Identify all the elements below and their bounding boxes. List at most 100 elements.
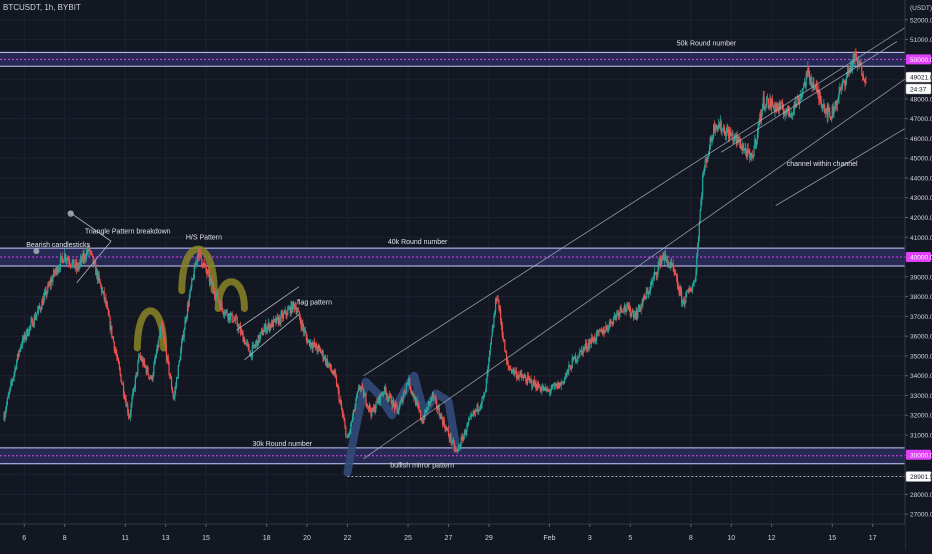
- candle-body: [657, 265, 659, 275]
- candle-body: [691, 288, 693, 292]
- candle-body: [444, 426, 446, 431]
- candle-body: [55, 267, 57, 272]
- candle-body: [382, 392, 384, 395]
- candle-body: [205, 265, 207, 271]
- candle-body: [795, 105, 797, 107]
- candle-body: [325, 359, 328, 364]
- candle-body: [753, 147, 755, 157]
- candle-body: [737, 135, 739, 143]
- candle-body: [776, 104, 778, 109]
- candle-body: [11, 382, 13, 383]
- candle-body: [10, 382, 12, 388]
- candle-body: [286, 314, 288, 316]
- price-tick-label: 39000.0: [910, 274, 932, 281]
- candle-body: [585, 343, 588, 349]
- candle-body: [246, 342, 248, 344]
- candle-body: [865, 81, 867, 83]
- candle-body: [681, 291, 683, 303]
- candle-body: [424, 410, 426, 420]
- candle-body: [750, 153, 752, 158]
- candle-body: [314, 343, 317, 347]
- candle-body: [388, 394, 391, 398]
- candle-body: [559, 382, 562, 386]
- candle-body: [595, 340, 597, 341]
- candle-body: [27, 333, 30, 336]
- candle-body: [495, 299, 498, 301]
- candle-body: [301, 322, 303, 328]
- candle-body: [473, 411, 476, 413]
- candle-body: [194, 265, 196, 267]
- candle-body: [393, 400, 395, 404]
- candle-body: [415, 400, 418, 406]
- candle-body: [70, 265, 72, 267]
- candle-body: [277, 317, 280, 325]
- price-tag: [906, 54, 931, 65]
- candle-body: [653, 275, 655, 279]
- candle-body: [549, 391, 551, 393]
- candle-body: [614, 315, 616, 317]
- candle-body: [14, 367, 16, 373]
- price-tick-label: 38000.0: [910, 294, 932, 301]
- candle-body: [89, 250, 91, 252]
- candle-body: [588, 343, 590, 348]
- candle-body: [247, 343, 249, 346]
- candle-body: [769, 98, 771, 106]
- candle-body: [558, 382, 561, 389]
- candle-body: [843, 81, 845, 84]
- candle-body: [276, 317, 279, 318]
- candle-body: [507, 363, 509, 367]
- candle-body: [590, 337, 593, 344]
- candle-body: [580, 350, 582, 351]
- candle-body: [74, 267, 76, 269]
- candle-body: [629, 305, 631, 316]
- candle-body: [353, 410, 355, 412]
- annotations: Bearish candlesticks Triangle Pattern bre…: [26, 40, 858, 469]
- candle-body: [266, 326, 269, 330]
- candle-body: [652, 278, 654, 283]
- price-tick-label: 42000.0: [910, 215, 932, 222]
- candle-body: [790, 113, 792, 115]
- time-tick-label: 12: [768, 535, 776, 542]
- candle-body: [6, 398, 9, 405]
- candle-body: [516, 375, 519, 378]
- candle-body: [577, 357, 579, 359]
- candle-body: [237, 325, 239, 330]
- candle-body: [186, 304, 189, 316]
- candle-body: [806, 74, 808, 75]
- price-axis-unit: (USDT): [910, 5, 932, 12]
- candle-body: [7, 395, 9, 399]
- candle-body: [496, 298, 498, 301]
- candle-body: [518, 375, 520, 378]
- candle-body: [261, 330, 263, 332]
- candle-body: [812, 81, 814, 89]
- candle-body: [611, 322, 613, 324]
- channel-line: [363, 78, 906, 460]
- candle-body: [606, 326, 608, 328]
- candle-body: [841, 81, 843, 89]
- candle-body: [430, 397, 432, 404]
- candle-body: [509, 367, 511, 369]
- candle-body: [548, 390, 550, 391]
- time-tick-label: 20: [303, 535, 311, 542]
- candle-body: [752, 156, 754, 158]
- candle-body: [21, 345, 23, 347]
- candle-body: [765, 104, 767, 107]
- candle-body: [707, 153, 710, 157]
- candle-body: [98, 274, 100, 279]
- price-tag: [905, 83, 932, 95]
- candle-body: [384, 386, 386, 392]
- candle-body: [313, 342, 315, 345]
- candle-body: [525, 378, 527, 382]
- candle-body: [715, 125, 717, 130]
- candle-body: [473, 411, 475, 415]
- candle-body: [810, 77, 812, 84]
- candle-body: [245, 342, 248, 344]
- candle-body: [426, 408, 429, 410]
- candle-body: [346, 435, 348, 437]
- candle-body: [726, 129, 728, 132]
- candle-body: [427, 403, 429, 410]
- candle-body: [607, 328, 609, 330]
- candle-body: [776, 105, 779, 109]
